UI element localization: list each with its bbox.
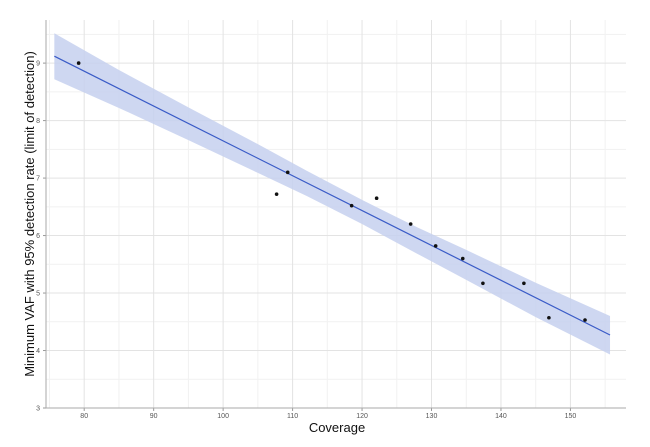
- y-tick-label: 9: [36, 61, 40, 68]
- x-tick-label: 100: [217, 413, 229, 420]
- data-point: [76, 61, 81, 65]
- x-tick-label: 150: [565, 413, 577, 420]
- y-tick-label: 8: [36, 118, 40, 125]
- data-point: [522, 281, 526, 286]
- x-tick-label: 90: [150, 413, 158, 420]
- minor-grid: [46, 20, 626, 408]
- x-tick-label: 110: [287, 413, 298, 420]
- data-point: [274, 192, 279, 196]
- y-tick-label: 3: [36, 406, 40, 413]
- x-tick-label: 140: [495, 413, 507, 420]
- confidence-band: [54, 33, 611, 355]
- data-point: [481, 281, 485, 286]
- regression-line: [54, 55, 611, 336]
- y-tick-label: 5: [36, 291, 40, 298]
- major-grid: [43, 20, 626, 411]
- data-point: [349, 203, 354, 208]
- data-point: [583, 318, 587, 322]
- x-axis-title: Coverage: [309, 420, 365, 435]
- y-tick-label: 6: [36, 233, 40, 240]
- x-tick-labels: 80 90 100 110 120 130 140 150: [80, 413, 576, 420]
- data-point: [408, 222, 413, 226]
- data-point: [460, 256, 465, 261]
- y-tick-labels: 3 4 5 6 7 8 9: [36, 61, 40, 413]
- y-tick-label: 7: [36, 176, 40, 183]
- data-points: [76, 61, 587, 322]
- x-tick-label: 80: [80, 413, 88, 420]
- data-point: [374, 196, 379, 200]
- y-tick-label: 4: [36, 348, 40, 355]
- data-point: [285, 170, 290, 175]
- x-tick-label: 120: [356, 413, 368, 420]
- axes: [45, 20, 626, 409]
- data-point: [547, 315, 551, 320]
- x-tick-label: 130: [426, 413, 438, 420]
- data-point: [433, 244, 438, 248]
- y-axis-title: Minimum VAF with 95% detection rate (lim…: [22, 51, 37, 377]
